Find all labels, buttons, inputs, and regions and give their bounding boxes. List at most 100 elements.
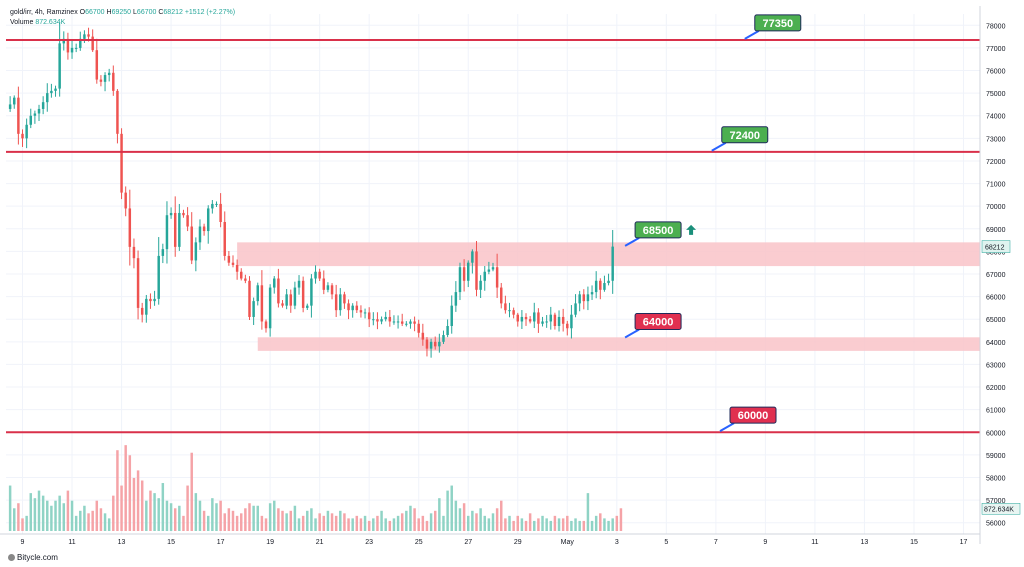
volume-bar <box>508 515 511 531</box>
volume-bar <box>334 515 338 531</box>
level-tag[interactable]: 72400 <box>711 126 769 152</box>
candle <box>145 294 148 323</box>
volume-bar <box>83 505 86 531</box>
candle <box>157 237 160 305</box>
volume-bar <box>417 518 420 531</box>
volume-bar <box>429 513 433 531</box>
candle <box>355 301 359 313</box>
candle <box>314 265 317 284</box>
candle-body <box>194 242 198 261</box>
x-tick-label: 15 <box>910 539 918 546</box>
volume-bar <box>310 508 313 531</box>
candle <box>235 259 239 280</box>
candle-body <box>359 310 363 313</box>
candle-body <box>495 267 499 288</box>
candle-body <box>252 301 255 317</box>
candle-body <box>289 294 293 306</box>
candle <box>557 310 561 332</box>
legend-volume-label[interactable]: Volume <box>10 19 34 26</box>
candle <box>206 205 210 244</box>
volume-bar <box>273 500 276 531</box>
candle <box>533 302 536 329</box>
volume-bar <box>405 510 408 531</box>
volume-bar <box>578 520 581 531</box>
candle-body <box>363 312 367 314</box>
candle-body <box>145 298 148 315</box>
volume-bar <box>297 518 301 531</box>
candle-body <box>533 312 536 322</box>
candle <box>273 276 276 294</box>
legend-symbol[interactable]: gold/irr, 4h, Ramzinex <box>10 9 78 16</box>
volume-bar <box>285 513 288 531</box>
y-tick-label: 56000 <box>986 521 1006 528</box>
candle-body <box>487 269 491 272</box>
volume-bar <box>619 508 623 531</box>
level-tag[interactable]: 77350 <box>744 14 802 40</box>
y-axis[interactable]: 56000 57000 58000 59000 60000 61000 62000 63000… <box>979 6 1021 544</box>
volume-bar <box>466 515 470 531</box>
volume-bar <box>545 518 548 531</box>
candle-body <box>41 102 45 109</box>
level-tag[interactable]: 64000 <box>624 312 682 339</box>
candle-body <box>380 319 383 322</box>
candle-body <box>400 321 404 324</box>
candle <box>330 283 334 300</box>
volume-bar <box>400 513 404 531</box>
candle <box>165 201 169 264</box>
candle <box>512 307 515 319</box>
volume-bar <box>182 515 185 531</box>
candle <box>603 275 606 292</box>
y-tick-label: 62000 <box>986 385 1006 392</box>
candle-body <box>227 255 231 263</box>
volume-bar <box>240 513 243 531</box>
y-tick-label: 57000 <box>986 498 1006 505</box>
volume-bar <box>231 510 235 531</box>
candle-body <box>392 321 396 323</box>
level-tag[interactable]: 60000 <box>719 406 777 432</box>
x-axis[interactable]: 9 11 13 15 17 19 21 23 25 27 29 May 3 5 7 9 11 13 15 17 <box>0 533 980 546</box>
candle <box>487 261 491 275</box>
candle-body <box>524 316 528 320</box>
volume-bar <box>41 495 45 531</box>
level-tag[interactable]: 68500 <box>624 221 682 247</box>
candle-body <box>396 321 400 323</box>
level-tag-label: 77350 <box>762 18 793 30</box>
candle-body <box>161 249 165 256</box>
candle <box>74 43 78 53</box>
candle-body <box>586 294 590 302</box>
candle-body <box>211 203 214 209</box>
candle <box>586 286 590 311</box>
candle-body <box>475 251 478 290</box>
volume-bar <box>211 498 214 531</box>
volume-bar <box>487 518 491 531</box>
candle <box>182 209 185 218</box>
candle <box>281 300 284 308</box>
volume-bar <box>594 515 598 531</box>
candle-body <box>66 38 70 53</box>
candle-body <box>599 280 602 290</box>
volume-bars <box>8 445 623 531</box>
volume-bar <box>215 503 218 531</box>
volume-bar <box>479 508 482 531</box>
candle-body <box>50 90 53 94</box>
volume-bar <box>50 505 53 531</box>
candle <box>136 250 140 320</box>
candle-body <box>202 226 206 232</box>
candle-body <box>409 321 412 324</box>
candle-body <box>29 115 33 125</box>
candle-body <box>433 341 437 347</box>
candle-body <box>541 321 544 324</box>
candle-body <box>297 280 301 288</box>
volume-bar <box>409 505 412 531</box>
candle <box>178 203 181 251</box>
candle-body <box>169 212 173 216</box>
candle <box>500 282 503 309</box>
candle-body <box>37 108 41 114</box>
y-tick-label: 76000 <box>986 69 1006 76</box>
legend-low-label: L <box>133 9 137 16</box>
candle-body <box>157 255 160 299</box>
candle-body <box>334 294 338 311</box>
volume-bar <box>326 510 330 531</box>
candle <box>173 196 177 257</box>
